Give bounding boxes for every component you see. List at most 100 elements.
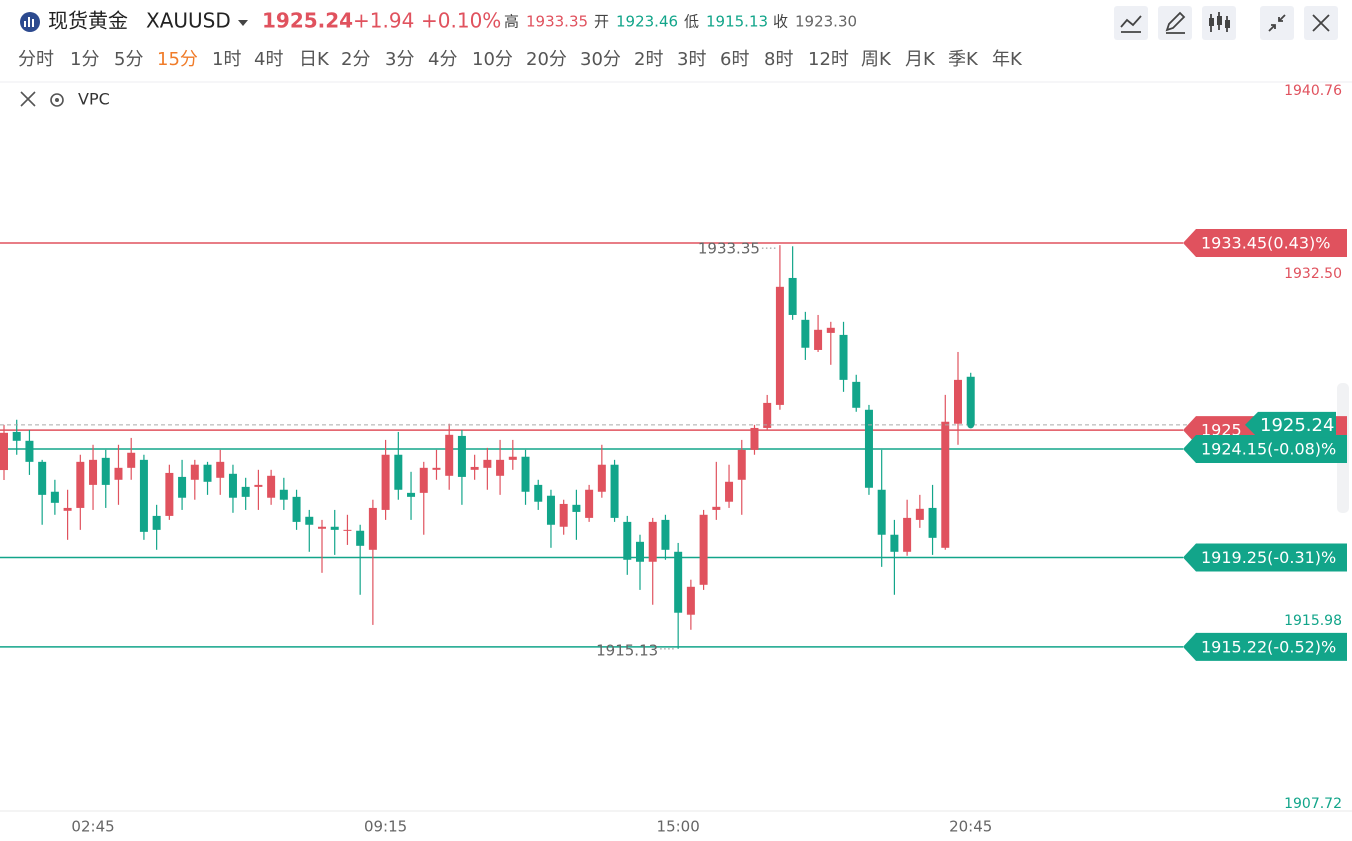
- level-tag[interactable]: [1183, 434, 1347, 463]
- indicator-name: VPC: [78, 90, 110, 109]
- timeframe-tab[interactable]: 30分: [580, 49, 621, 70]
- x-tick-label: 15:00: [657, 818, 700, 836]
- candle-body: [534, 484, 543, 502]
- stat-label: 收: [773, 13, 788, 31]
- candle-body: [775, 286, 784, 405]
- candle-body: [674, 551, 683, 613]
- timeframe-tab[interactable]: 20分: [526, 49, 567, 70]
- candle-body: [597, 464, 606, 492]
- y-tick-label: 1915.98: [1284, 613, 1342, 629]
- timeframe-tab[interactable]: 12时: [808, 49, 849, 70]
- timeframe-tab[interactable]: 1时: [212, 49, 241, 70]
- plot: 1907.72 1915.98 1932.50 1940.76 02:45 09:15 15…: [0, 83, 1347, 836]
- candle-body: [419, 467, 428, 493]
- stat-value: 1923.30: [795, 13, 857, 31]
- candle-body: [648, 521, 657, 562]
- level-tag-label: 1933.45(0.43)%: [1201, 233, 1330, 252]
- candle-body: [241, 486, 250, 497]
- candle-body: [546, 495, 555, 525]
- icon: [1209, 18, 1214, 26]
- candle-body: [572, 504, 581, 512]
- candle-body: [152, 515, 161, 530]
- candle-body: [470, 466, 479, 470]
- candle-body: [318, 526, 326, 529]
- candle-body: [305, 516, 314, 525]
- remove-indicator[interactable]: [20, 91, 36, 107]
- candle-body: [941, 421, 950, 548]
- collapse-button[interactable]: [1260, 6, 1294, 40]
- candle-body: [114, 467, 123, 480]
- candle-body: [801, 319, 810, 348]
- level-tag[interactable]: [1183, 632, 1347, 661]
- instrument-name[interactable]: 现货黄金: [48, 9, 128, 33]
- candle-body: [445, 434, 454, 476]
- timeframe-tab[interactable]: 日K: [299, 49, 330, 70]
- candle-body: [712, 506, 721, 510]
- candle-body: [610, 464, 619, 518]
- timeframe-tab[interactable]: 8时: [764, 49, 793, 70]
- dropdown-caret[interactable]: [238, 20, 248, 26]
- candle-body: [699, 514, 708, 585]
- y-tick-label: 1932.50: [1284, 266, 1342, 282]
- timeframe-tab[interactable]: 2分: [341, 49, 370, 70]
- timeframe-tab[interactable]: 6时: [720, 49, 749, 70]
- draw-button[interactable]: [1158, 6, 1192, 40]
- candle-body: [826, 327, 835, 333]
- candle-body: [76, 461, 85, 508]
- last-price-tag: [1245, 411, 1336, 438]
- x-tick-label: 09:15: [364, 818, 407, 836]
- timeframe-tab[interactable]: 月K: [905, 49, 936, 70]
- candle-body: [763, 402, 772, 428]
- candle-body: [954, 379, 962, 424]
- timeframe-tab[interactable]: 1分: [70, 49, 99, 70]
- candle-body: [127, 452, 136, 468]
- timeframe-tab[interactable]: 15分: [157, 49, 198, 70]
- high-annotation: 1933.35: [698, 240, 760, 258]
- last-price-dot: [967, 421, 975, 429]
- candle-body: [330, 526, 339, 530]
- candle-body: [101, 457, 110, 485]
- candle-body: [496, 459, 505, 476]
- indicator-settings[interactable]: [50, 93, 64, 107]
- candle-body: [139, 459, 148, 532]
- candle-body: [356, 530, 365, 546]
- candle-body: [966, 376, 975, 425]
- timeframe-tab[interactable]: 2时: [634, 49, 663, 70]
- timeframe-tab[interactable]: 10分: [472, 49, 513, 70]
- candle-body: [686, 586, 695, 615]
- candle-body: [903, 517, 912, 552]
- candle-body: [508, 456, 517, 460]
- timeframe-tab[interactable]: 3时: [677, 49, 706, 70]
- level-tag[interactable]: [1183, 543, 1347, 572]
- stat-label: 开: [594, 13, 609, 31]
- candle-body: [915, 508, 924, 520]
- timeframe-tab[interactable]: 季K: [948, 49, 979, 70]
- stat-value: 1923.46: [616, 13, 678, 31]
- stat-value: 1933.35: [526, 13, 588, 31]
- candle-body: [750, 427, 759, 450]
- candle-body: [292, 496, 301, 522]
- timeframe-tab[interactable]: 5分: [114, 49, 143, 70]
- candle-body: [432, 467, 441, 470]
- candle-body: [0, 432, 8, 471]
- instrument-symbol[interactable]: XAUUSD: [146, 9, 231, 33]
- candle-body: [38, 461, 47, 495]
- candle-body: [89, 459, 98, 485]
- timeframe-tab[interactable]: 4时: [254, 49, 283, 70]
- timeframe-tab[interactable]: 年K: [992, 49, 1023, 70]
- timeframe-tab[interactable]: 周K: [861, 49, 892, 70]
- candle-body: [216, 461, 225, 478]
- candle-body: [165, 472, 174, 516]
- candle-body: [63, 507, 72, 511]
- y-tick-label: 1940.76: [1284, 83, 1342, 99]
- level-tag[interactable]: [1183, 228, 1347, 257]
- candle-body: [737, 449, 746, 480]
- price: 1925.24: [262, 9, 353, 33]
- candle-body: [852, 381, 861, 408]
- timeframe-tab[interactable]: 分时: [18, 49, 54, 70]
- icon: [1225, 20, 1230, 28]
- candle-body: [12, 431, 21, 441]
- x-tick-label: 02:45: [71, 818, 114, 836]
- timeframe-tab[interactable]: 4分: [428, 49, 457, 70]
- timeframe-tab[interactable]: 3分: [385, 49, 414, 70]
